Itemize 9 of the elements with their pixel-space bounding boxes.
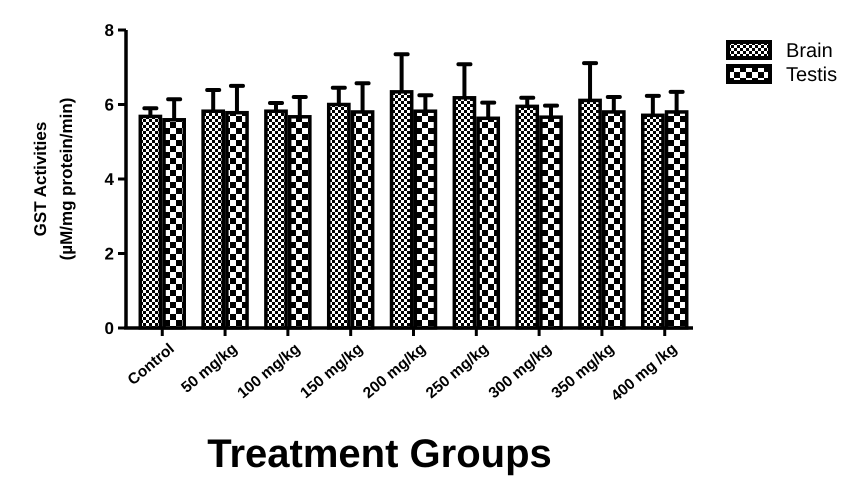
y-tick-label: 8	[104, 20, 114, 40]
x-axis-title: Treatment Groups	[207, 432, 552, 476]
y-axis-title: GST Activities (µM/mg protein/min)	[31, 98, 76, 260]
y-tick-label: 6	[104, 95, 114, 114]
y-tick-label: 0	[104, 318, 114, 338]
y-tick-label: 2	[104, 244, 114, 264]
y-tick-label: 4	[104, 170, 115, 189]
legend-label: Testis	[786, 64, 838, 86]
legend-label: Brain	[786, 40, 833, 62]
